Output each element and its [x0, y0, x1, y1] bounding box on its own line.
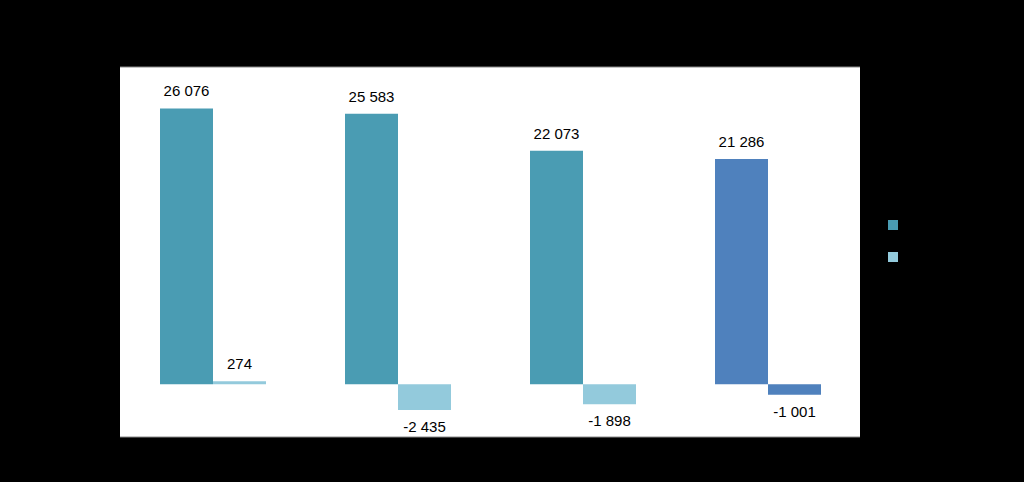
- svg-text:22 073: 22 073: [534, 125, 580, 142]
- svg-text:26 076: 26 076: [164, 82, 210, 99]
- svg-text:274: 274: [227, 355, 252, 372]
- svg-text:25 583: 25 583: [349, 88, 395, 105]
- svg-text:21 286: 21 286: [719, 133, 765, 150]
- svg-text:-2 435: -2 435: [403, 418, 446, 435]
- svg-text:-1 898: -1 898: [588, 412, 631, 429]
- svg-text:-1 001: -1 001: [773, 403, 816, 420]
